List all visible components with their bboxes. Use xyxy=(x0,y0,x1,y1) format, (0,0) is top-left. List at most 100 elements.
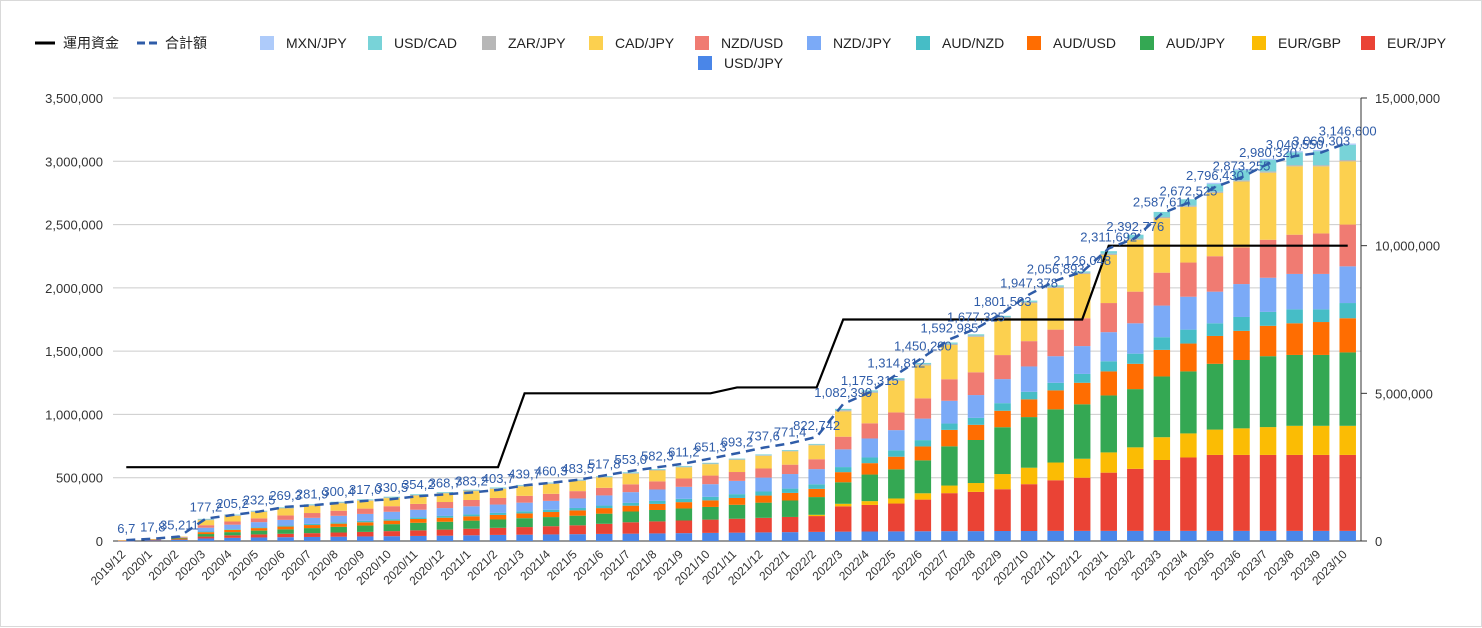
bar-usd-cad-2023-7 xyxy=(1259,160,1277,172)
bar-usd-jpy-2021-6 xyxy=(596,533,613,541)
bar-usd-cad-2022-11 xyxy=(1047,285,1064,287)
series-lines xyxy=(126,141,1349,542)
bar-eur-gbp-2022-8 xyxy=(967,483,985,492)
bar-eur-jpy-2020-10 xyxy=(383,531,401,537)
bar-eur-jpy-2020-7 xyxy=(303,533,321,537)
bar-eur-jpy-2023-2 xyxy=(1127,468,1144,531)
bar-aud-jpy-2023-1 xyxy=(1100,395,1117,453)
bar-aud-usd-2023-7 xyxy=(1259,325,1277,357)
bar-aud-usd-2021-5 xyxy=(569,510,586,516)
data-label: 383,2 xyxy=(455,473,488,488)
bar-eur-jpy-2023-9 xyxy=(1312,454,1330,531)
bar-cad-jpy-2021-4 xyxy=(542,483,560,494)
bar-aud-nzd-2023-3 xyxy=(1153,337,1171,350)
bar-usd-cad-2022-12 xyxy=(1073,271,1091,273)
bar-nzd-jpy-2022-1 xyxy=(781,474,799,489)
bar-cad-jpy-2020-12 xyxy=(436,493,454,503)
y-tick-label: 500,000 xyxy=(56,471,103,486)
bar-aud-nzd-2022-8 xyxy=(967,417,985,425)
bar-cad-jpy-2020-8 xyxy=(330,503,347,511)
bar-aud-nzd-2020-7 xyxy=(303,523,321,526)
bar-usd-jpy-2022-9 xyxy=(994,531,1011,541)
bar-eur-jpy-2020-3 xyxy=(197,536,215,539)
bar-zar-jpy-2023-6 xyxy=(1233,180,1250,182)
bar-zar-jpy-2022-9 xyxy=(994,317,1011,319)
bar-zar-jpy-2021-12 xyxy=(755,455,772,456)
bar-aud-nzd-2023-2 xyxy=(1127,353,1144,364)
bar-eur-gbp-2022-6 xyxy=(914,493,932,500)
bar-eur-jpy-2021-2 xyxy=(489,527,507,535)
bar-nzd-jpy-2020-12 xyxy=(436,508,454,516)
bar-nzd-jpy-2023-1 xyxy=(1100,332,1117,362)
bar-nzd-jpy-2022-3 xyxy=(834,449,852,468)
data-label: 693,2 xyxy=(721,434,754,449)
bar-nzd-usd-2023-5 xyxy=(1206,256,1224,292)
bar-nzd-usd-2023-9 xyxy=(1312,233,1330,274)
bar-eur-jpy-2021-7 xyxy=(622,522,640,534)
bar-usd-cad-2022-2 xyxy=(808,443,825,445)
bar-usd-cad-2020-10 xyxy=(383,496,401,498)
legend-label: EUR/GBP xyxy=(1278,35,1341,51)
bar-mxn-jpy-2023-8 xyxy=(1286,151,1303,153)
bar-nzd-usd-2020-4 xyxy=(224,521,241,525)
bar-zar-jpy-2021-9 xyxy=(675,466,693,468)
bar-aud-usd-2023-9 xyxy=(1312,322,1330,355)
bar-usd-jpy-2020-4 xyxy=(224,537,241,541)
bar-usd-cad-2021-4 xyxy=(542,482,560,484)
bar-usd-cad-2020-8 xyxy=(330,501,347,503)
bar-aud-jpy-2021-8 xyxy=(649,509,666,522)
bar-nzd-jpy-2021-1 xyxy=(463,506,480,515)
bar-usd-jpy-2023-4 xyxy=(1180,530,1197,541)
bar-cad-jpy-2020-9 xyxy=(357,500,374,509)
bar-eur-gbp-2022-11 xyxy=(1047,462,1064,481)
bar-eur-gbp-2022-10 xyxy=(1020,467,1038,485)
data-label: 35,211 xyxy=(160,518,199,533)
bar-zar-jpy-2021-1 xyxy=(463,490,480,492)
bar-aud-nzd-2022-7 xyxy=(941,423,958,430)
bar-aud-jpy-2022-1 xyxy=(781,500,799,517)
bar-eur-gbp-2023-9 xyxy=(1312,425,1330,455)
bar-aud-nzd-2023-9 xyxy=(1312,309,1330,323)
bar-nzd-usd-2021-11 xyxy=(728,472,746,481)
y2-tick-label: 10,000,000 xyxy=(1375,239,1440,254)
data-label: 2,587,614 xyxy=(1133,194,1191,209)
data-label: 232,5 xyxy=(243,493,276,508)
bar-aud-usd-2021-8 xyxy=(649,503,666,510)
bar-nzd-jpy-2020-6 xyxy=(277,519,294,526)
data-label: 281,9 xyxy=(296,486,329,501)
bar-nzd-jpy-2022-10 xyxy=(1020,366,1038,392)
bar-nzd-usd-2020-11 xyxy=(410,503,427,510)
data-label: 460,3 xyxy=(535,464,568,479)
bar-cad-jpy-2021-5 xyxy=(569,481,586,492)
bar-nzd-usd-2021-3 xyxy=(516,495,533,503)
data-label: 354,2 xyxy=(402,477,435,492)
data-label: 822,742 xyxy=(793,418,840,433)
bar-cad-jpy-2023-9 xyxy=(1312,166,1330,234)
bar-aud-nzd-2020-8 xyxy=(330,522,347,524)
bar-usd-cad-2022-3 xyxy=(834,408,852,411)
bar-aud-nzd-2023-8 xyxy=(1286,309,1303,324)
legend-label: EUR/JPY xyxy=(1387,35,1447,51)
bar-nzd-jpy-2022-9 xyxy=(994,379,1011,404)
bar-aud-nzd-2022-5 xyxy=(888,450,905,457)
bar-aud-jpy-2021-1 xyxy=(463,520,480,529)
bar-nzd-usd-2022-6 xyxy=(914,398,932,419)
bar-aud-usd-2021-1 xyxy=(463,516,480,521)
bar-usd-cad-2022-5 xyxy=(888,378,905,380)
bar-eur-jpy-2020-11 xyxy=(410,530,427,536)
bars xyxy=(118,143,1356,542)
bar-eur-gbp-2023-6 xyxy=(1233,428,1250,455)
bar-usd-jpy-2021-12 xyxy=(755,532,772,541)
bar-eur-jpy-2021-1 xyxy=(463,528,480,536)
bar-aud-nzd-2021-12 xyxy=(755,491,772,496)
bar-cad-jpy-2020-1 xyxy=(144,538,162,540)
bar-nzd-jpy-2022-2 xyxy=(808,469,825,485)
bar-nzd-usd-2021-12 xyxy=(755,468,772,478)
data-label: 1,450,290 xyxy=(894,338,952,353)
bar-usd-jpy-2021-5 xyxy=(569,534,586,541)
bar-aud-jpy-2023-6 xyxy=(1233,360,1250,429)
bar-zar-jpy-2023-4 xyxy=(1180,205,1197,207)
bar-nzd-jpy-2023-9 xyxy=(1312,273,1330,310)
bar-usd-jpy-2023-10 xyxy=(1339,530,1356,541)
y-tick-label: 1,500,000 xyxy=(45,344,103,359)
